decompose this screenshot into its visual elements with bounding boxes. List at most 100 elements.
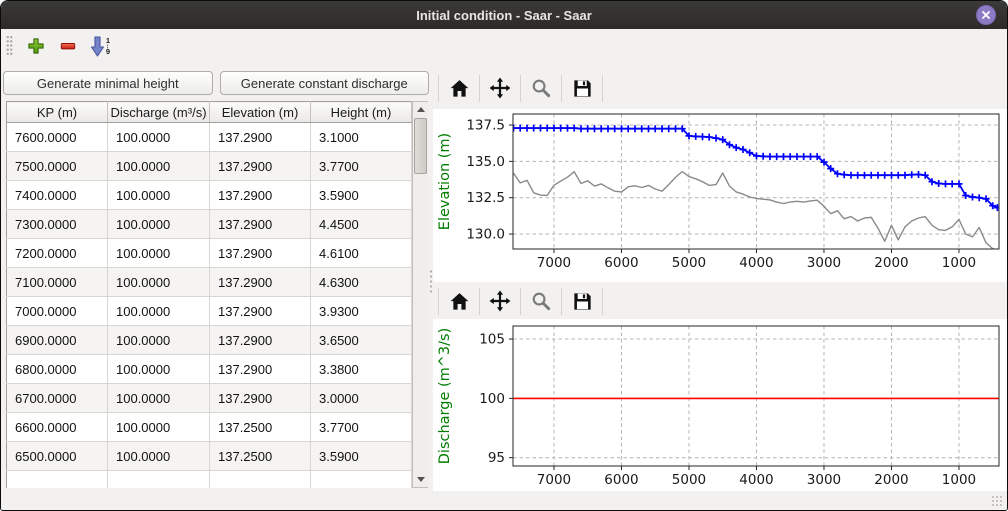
table-cell[interactable] [107, 470, 210, 488]
table-cell[interactable]: 100.0000 [107, 383, 210, 413]
pan-button[interactable] [485, 73, 515, 103]
generate-constant-discharge-button[interactable]: Generate constant discharge [219, 71, 429, 95]
save-button[interactable] [567, 286, 597, 316]
scrollbar-thumb[interactable] [414, 118, 427, 174]
table-cell[interactable]: 3.5900 [310, 441, 412, 471]
zoom-button[interactable] [526, 73, 556, 103]
table-cell[interactable]: 4.4500 [310, 209, 412, 239]
scroll-down-icon [416, 477, 425, 482]
table-cell[interactable]: 137.2900 [209, 383, 311, 413]
table-cell[interactable]: 6900.0000 [6, 325, 108, 355]
remove-icon [60, 43, 76, 50]
table-row: 6900.0000 100.0000 137.2900 3.6500 [6, 325, 412, 355]
pan-icon [489, 77, 511, 99]
elevation-figure[interactable]: 7000 6000 5000 4000 3000 2000 1000 137.5 135.0 13… [433, 109, 1007, 282]
table-cell[interactable]: 100.0000 [107, 151, 210, 181]
initial-condition-table: KP (m) Discharge (m³/s) Elevation (m) Heigh… [6, 101, 412, 488]
column-header[interactable]: KP (m) [6, 101, 108, 123]
table-cell[interactable]: 137.2900 [209, 325, 311, 355]
table-cell[interactable]: 137.2900 [209, 151, 311, 181]
sort-rows-button[interactable]: 1 9 [86, 32, 114, 60]
column-header[interactable]: Height (m) [310, 101, 412, 123]
table-cell[interactable]: 100.0000 [107, 325, 210, 355]
table-cell[interactable]: 7100.0000 [6, 267, 108, 297]
toolbar-drag-handle[interactable] [6, 35, 13, 57]
table-cell[interactable]: 100.0000 [107, 441, 210, 471]
remove-row-button[interactable] [54, 32, 82, 60]
home-icon [450, 79, 468, 97]
table-cell[interactable]: 3.6500 [310, 325, 412, 355]
generate-minimal-height-button[interactable]: Generate minimal height [3, 71, 213, 95]
titlebar[interactable]: Initial condition - Saar - Saar [1, 1, 1007, 29]
table-cell[interactable]: 137.2500 [209, 441, 311, 471]
table-cell[interactable]: 100.0000 [107, 354, 210, 384]
save-button[interactable] [567, 73, 597, 103]
table-cell[interactable] [209, 470, 311, 488]
table-cell[interactable]: 3.7700 [310, 412, 412, 442]
table-cell[interactable]: 100.0000 [107, 209, 210, 239]
column-header[interactable]: Discharge (m³/s) [107, 101, 210, 123]
table-cell[interactable]: 6800.0000 [6, 354, 108, 384]
table-cell[interactable]: 3.0000 [310, 383, 412, 413]
discharge-figure[interactable]: 7000 6000 5000 4000 3000 2000 1000 105 100 95 Disc… [433, 319, 1007, 491]
table-scrollbar[interactable] [412, 101, 428, 488]
toolbar-separator [561, 74, 562, 102]
pan-button[interactable] [485, 286, 515, 316]
table-cell[interactable]: 3.9300 [310, 296, 412, 326]
svg-text:3000: 3000 [807, 255, 841, 271]
table-cell[interactable]: 4.6100 [310, 238, 412, 268]
svg-text:105: 105 [479, 332, 505, 348]
table-cell[interactable]: 137.2900 [209, 180, 311, 210]
table-cell[interactable]: 6700.0000 [6, 383, 108, 413]
table-cell[interactable]: 7600.0000 [6, 122, 108, 152]
svg-text:Discharge (m^3/s): Discharge (m^3/s) [437, 328, 453, 465]
table-row: 6600.0000 100.0000 137.2500 3.7700 [6, 412, 412, 442]
sort-ascending-icon: 1 9 [90, 35, 111, 57]
table-cell[interactable]: 6600.0000 [6, 412, 108, 442]
home-button[interactable] [444, 73, 474, 103]
scroll-up-button[interactable] [413, 102, 428, 117]
table-cell[interactable] [6, 470, 108, 488]
table-cell[interactable]: 7000.0000 [6, 296, 108, 326]
table-cell[interactable]: 137.2900 [209, 296, 311, 326]
toolbar-separator [520, 74, 521, 102]
home-button[interactable] [444, 286, 474, 316]
table-cell[interactable]: 137.2900 [209, 238, 311, 268]
svg-text:3000: 3000 [807, 472, 841, 488]
table-cell[interactable]: 3.7700 [310, 151, 412, 181]
table-cell[interactable]: 100.0000 [107, 296, 210, 326]
table-cell[interactable]: 137.2900 [209, 209, 311, 239]
table-cell[interactable]: 137.2900 [209, 354, 311, 384]
scroll-down-button[interactable] [413, 472, 428, 487]
table-cell[interactable]: 4.6300 [310, 267, 412, 297]
table-cell[interactable] [310, 470, 412, 488]
table-row [6, 470, 412, 488]
resize-grip[interactable] [991, 495, 1003, 507]
column-header[interactable]: Elevation (m) [209, 101, 311, 123]
table-cell[interactable]: 3.5900 [310, 180, 412, 210]
table-cell[interactable]: 137.2900 [209, 267, 311, 297]
zoom-button[interactable] [526, 286, 556, 316]
table-cell[interactable]: 7400.0000 [6, 180, 108, 210]
close-button[interactable] [976, 5, 996, 25]
table-cell[interactable]: 100.0000 [107, 267, 210, 297]
table-cell[interactable]: 7500.0000 [6, 151, 108, 181]
table-cell[interactable]: 100.0000 [107, 238, 210, 268]
table-cell[interactable]: 6500.0000 [6, 441, 108, 471]
table-cell[interactable]: 100.0000 [107, 122, 210, 152]
toolbar-separator [438, 74, 439, 102]
table-cell[interactable]: 7300.0000 [6, 209, 108, 239]
table-cell[interactable]: 3.3800 [310, 354, 412, 384]
table-cell[interactable]: 100.0000 [107, 180, 210, 210]
table-cell[interactable]: 7200.0000 [6, 238, 108, 268]
table-cell[interactable]: 137.2900 [209, 122, 311, 152]
sort-top-label: 1 [105, 35, 111, 45]
svg-text:132.5: 132.5 [466, 190, 505, 206]
table-cell[interactable]: 100.0000 [107, 412, 210, 442]
svg-text:2000: 2000 [874, 255, 908, 271]
add-row-button[interactable] [22, 32, 50, 60]
table-cell[interactable]: 3.1000 [310, 122, 412, 152]
main-toolbar: 1 9 [1, 29, 1007, 63]
table-cell[interactable]: 137.2500 [209, 412, 311, 442]
pane-splitter-handle[interactable] [429, 269, 433, 295]
